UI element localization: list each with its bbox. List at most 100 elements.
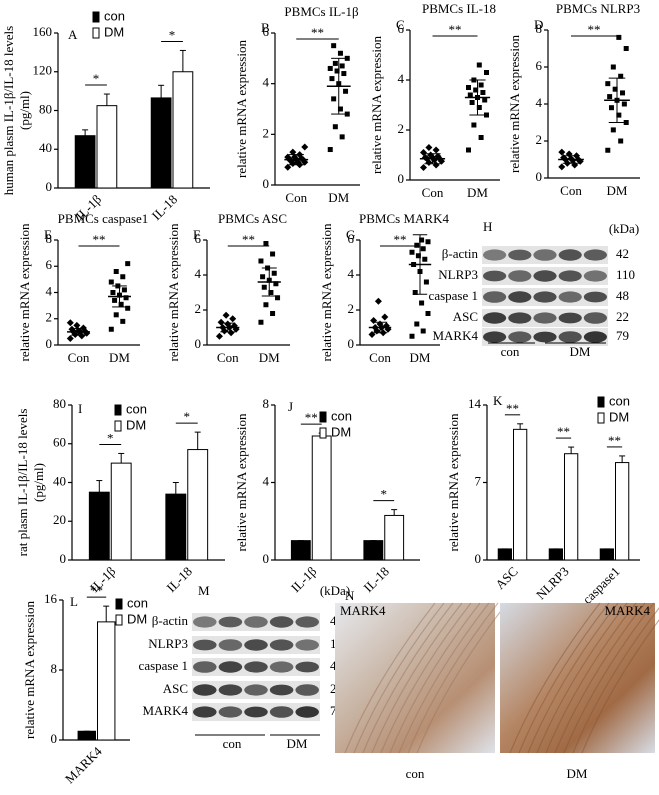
data-point bbox=[422, 256, 428, 262]
blot-band bbox=[193, 661, 217, 673]
data-point bbox=[332, 124, 338, 130]
data-point bbox=[484, 70, 489, 75]
blot-band bbox=[508, 331, 532, 343]
data-point bbox=[420, 328, 426, 334]
y-axis-label: relative mRNA expression bbox=[319, 223, 334, 361]
bar bbox=[97, 621, 116, 741]
x-tick-label: Con bbox=[422, 185, 444, 200]
panel-label: A bbox=[68, 27, 78, 42]
bar bbox=[110, 462, 132, 561]
band-name: β-actin bbox=[442, 246, 479, 261]
data-point bbox=[339, 63, 345, 69]
tissue-fiber bbox=[527, 602, 619, 754]
bar bbox=[187, 449, 209, 561]
data-point bbox=[482, 97, 488, 103]
data-point bbox=[108, 326, 114, 332]
y-tick-label: 2 bbox=[46, 310, 53, 325]
data-point bbox=[558, 148, 566, 156]
blot-band bbox=[295, 706, 319, 718]
blot-band bbox=[244, 616, 268, 628]
blot-band bbox=[244, 661, 268, 673]
data-point bbox=[113, 269, 119, 274]
tissue-fiber bbox=[371, 602, 463, 754]
significance-label: ** bbox=[449, 22, 462, 37]
data-point bbox=[68, 325, 76, 333]
y-tick-label: 0 bbox=[46, 336, 53, 351]
blot-band bbox=[508, 312, 532, 324]
y-axis-label: relative mRNA expression bbox=[369, 36, 384, 174]
data-point bbox=[420, 246, 426, 252]
y-tick-label: 60 bbox=[53, 435, 66, 450]
y-tick-label: 6 bbox=[348, 231, 355, 246]
data-point bbox=[329, 76, 335, 82]
blot-band bbox=[269, 639, 294, 651]
blot-band bbox=[483, 331, 507, 343]
band-kda: 110 bbox=[616, 267, 635, 282]
data-point bbox=[425, 144, 433, 151]
y-tick-label: 6 bbox=[195, 231, 202, 246]
data-point bbox=[610, 127, 616, 133]
data-point bbox=[334, 68, 340, 74]
band-kda: 48 bbox=[616, 288, 629, 303]
data-point bbox=[412, 290, 418, 295]
data-point bbox=[344, 55, 350, 61]
band-name: MARK4 bbox=[142, 703, 188, 718]
data-point bbox=[120, 318, 126, 324]
blot-band bbox=[533, 270, 557, 282]
panel-label: L bbox=[70, 594, 78, 609]
y-tick-label: 4 bbox=[348, 266, 355, 281]
tissue-fiber bbox=[398, 602, 490, 754]
y-axis-label: relative mRNA expression bbox=[22, 601, 37, 739]
data-point bbox=[284, 163, 292, 171]
blot-band bbox=[269, 616, 294, 628]
data-point bbox=[476, 105, 482, 110]
chart-title: PBMCs MARK4 bbox=[359, 211, 449, 226]
y-tick-label: 0 bbox=[475, 551, 482, 566]
data-point bbox=[332, 60, 338, 66]
y-tick-label: 0 bbox=[348, 336, 355, 351]
tissue-fiber bbox=[554, 602, 646, 754]
x-tick-label: IL-18 bbox=[163, 564, 195, 596]
data-point bbox=[476, 62, 482, 68]
data-point bbox=[125, 305, 131, 311]
y-tick-label: 0 bbox=[263, 551, 270, 566]
y-tick-label: 2 bbox=[398, 121, 405, 136]
blot-band bbox=[508, 270, 532, 282]
micrograph bbox=[335, 603, 495, 753]
blot-band bbox=[533, 312, 557, 324]
data-point bbox=[478, 82, 484, 88]
band-name: ASC bbox=[163, 681, 188, 696]
y-tick-label: 4 bbox=[536, 95, 543, 110]
data-point bbox=[466, 85, 471, 90]
panel-label: E bbox=[44, 227, 52, 242]
legend-label: DM bbox=[609, 409, 629, 424]
bar bbox=[150, 97, 172, 189]
band-name: ASC bbox=[453, 309, 478, 324]
bar bbox=[311, 435, 332, 561]
blot-band bbox=[269, 661, 294, 673]
y-tick-label: 2 bbox=[348, 301, 355, 316]
blot-band bbox=[483, 312, 507, 324]
data-point bbox=[222, 311, 230, 319]
y-tick-label: 2 bbox=[195, 301, 202, 316]
legend-label: con bbox=[104, 8, 125, 23]
data-point bbox=[419, 300, 425, 306]
data-point bbox=[558, 163, 566, 171]
data-point bbox=[374, 297, 382, 305]
legend-swatch bbox=[114, 404, 122, 416]
bar bbox=[172, 71, 194, 189]
group-label: DM bbox=[570, 344, 591, 359]
band-name: NLRP3 bbox=[438, 267, 478, 282]
blot-band bbox=[533, 249, 557, 261]
blot-band bbox=[558, 312, 582, 324]
band-kda: 79 bbox=[616, 328, 629, 343]
blot-band bbox=[483, 270, 507, 282]
data-point bbox=[415, 253, 421, 259]
blot-band bbox=[583, 249, 607, 261]
significance-label: ** bbox=[93, 232, 106, 247]
y-tick-label: 0 bbox=[398, 171, 405, 186]
blot-band bbox=[218, 661, 243, 673]
data-point bbox=[110, 290, 116, 295]
x-tick-label: MARK4 bbox=[62, 743, 105, 786]
